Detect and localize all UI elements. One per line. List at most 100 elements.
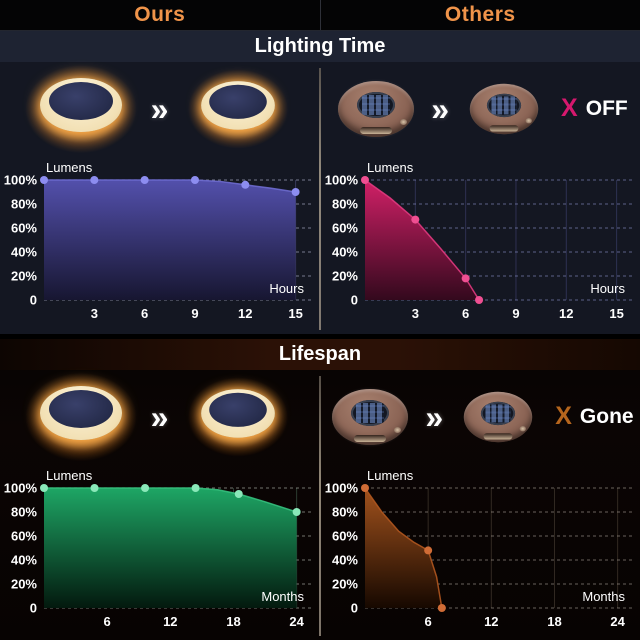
column-header-others: Others bbox=[444, 2, 516, 26]
lighting-time-body: » 100% 80% 60% 40% 20% 0 Lumens Hours 3 6 9 12 15 bbox=[0, 59, 640, 334]
svg-text:15: 15 bbox=[288, 306, 302, 321]
solar-panel bbox=[209, 392, 268, 427]
svg-text:100%: 100% bbox=[324, 480, 358, 495]
others-lifespan-products: » X Gone bbox=[321, 370, 640, 464]
svg-text:12: 12 bbox=[163, 614, 177, 629]
solar-panel bbox=[48, 81, 113, 120]
svg-text:80%: 80% bbox=[331, 504, 357, 519]
solar-panel bbox=[209, 84, 268, 119]
double-chevron-icon: » bbox=[431, 90, 450, 127]
svg-text:Lumens: Lumens bbox=[46, 160, 93, 175]
lighting-time-title: Lighting Time bbox=[0, 30, 640, 62]
svg-text:0: 0 bbox=[350, 600, 357, 615]
our-solar-light-still-on-icon bbox=[182, 372, 295, 461]
svg-text:18: 18 bbox=[547, 614, 561, 629]
svg-text:40%: 40% bbox=[331, 552, 357, 567]
screw bbox=[400, 118, 408, 125]
svg-text:20%: 20% bbox=[10, 576, 36, 591]
solar-panel bbox=[48, 389, 113, 428]
svg-text:Lumens: Lumens bbox=[367, 160, 414, 175]
off-status: X OFF bbox=[561, 96, 628, 121]
ours-lighting-chart: 100% 80% 60% 40% 20% 0 Lumens Hours 3 6 9 12 15 bbox=[3, 160, 312, 321]
svg-text:0: 0 bbox=[29, 600, 36, 615]
light-slot bbox=[354, 434, 387, 442]
solar-panel bbox=[486, 93, 522, 117]
svg-text:Lumens: Lumens bbox=[46, 468, 93, 483]
svg-text:40%: 40% bbox=[10, 244, 36, 259]
light-slot bbox=[360, 126, 393, 134]
svg-text:18: 18 bbox=[226, 614, 240, 629]
lifespan-body: » 100% 80% 60% 40% 20% 0 Lumens Months 6 12 18 24 bbox=[0, 367, 640, 640]
svg-text:80%: 80% bbox=[331, 196, 357, 211]
competitor-light-off-icon bbox=[465, 80, 542, 138]
others-lifespan-column: » X Gone 100% 80% 60% 40% 20% 0 Lumens Months 6 1… bbox=[321, 370, 640, 640]
screw bbox=[519, 425, 527, 432]
svg-text:6: 6 bbox=[141, 306, 148, 321]
svg-text:24: 24 bbox=[289, 614, 304, 629]
screw bbox=[525, 117, 532, 124]
svg-text:Hours: Hours bbox=[269, 281, 304, 296]
double-chevron-icon: » bbox=[150, 398, 169, 435]
svg-text:3: 3 bbox=[411, 306, 418, 321]
svg-text:9: 9 bbox=[191, 306, 198, 321]
svg-text:100%: 100% bbox=[3, 480, 37, 495]
competitor-light-on-icon bbox=[322, 379, 419, 454]
svg-text:Months: Months bbox=[582, 589, 625, 604]
our-solar-light-still-on-icon bbox=[182, 64, 295, 153]
svg-text:60%: 60% bbox=[10, 528, 36, 543]
svg-text:Lumens: Lumens bbox=[367, 468, 414, 483]
svg-text:100%: 100% bbox=[3, 172, 37, 187]
lifespan-section: Lifespan » 100% 80% 60% 40% 20% 0 L bbox=[0, 333, 640, 640]
svg-text:6: 6 bbox=[462, 306, 469, 321]
status-label: OFF bbox=[585, 96, 628, 120]
our-solar-light-on-icon bbox=[18, 367, 143, 466]
header-bar: Ours Others bbox=[0, 0, 640, 31]
svg-text:6: 6 bbox=[424, 614, 431, 629]
lifespan-title: Lifespan bbox=[0, 338, 640, 370]
status-label: Gone bbox=[579, 404, 634, 428]
light-slot bbox=[489, 124, 519, 132]
svg-text:Months: Months bbox=[261, 589, 304, 604]
svg-text:60%: 60% bbox=[10, 220, 36, 235]
svg-text:9: 9 bbox=[512, 306, 519, 321]
svg-text:15: 15 bbox=[609, 306, 623, 321]
gone-status: X Gone bbox=[555, 404, 633, 429]
svg-text:12: 12 bbox=[559, 306, 573, 321]
ours-lifespan-column: » 100% 80% 60% 40% 20% 0 Lumens Months 6 12 18 24 bbox=[0, 367, 319, 640]
svg-text:40%: 40% bbox=[10, 552, 36, 567]
svg-text:3: 3 bbox=[90, 306, 97, 321]
column-divider bbox=[319, 375, 321, 636]
competitor-light-dead-icon bbox=[460, 388, 537, 446]
solar-panel bbox=[481, 401, 516, 426]
solar-panel bbox=[351, 400, 390, 426]
svg-text:40%: 40% bbox=[331, 244, 357, 259]
double-chevron-icon: » bbox=[425, 398, 444, 435]
lighting-time-section: Lighting Time » 100% 80% 60% 40% bbox=[0, 30, 640, 334]
svg-text:Hours: Hours bbox=[590, 281, 625, 296]
x-mark-icon: X bbox=[561, 94, 578, 123]
our-solar-light-on-icon bbox=[18, 59, 143, 158]
others-lifespan-chart: 100% 80% 60% 40% 20% 0 Lumens Months 6 12 18 24 bbox=[324, 468, 633, 629]
svg-text:100%: 100% bbox=[324, 172, 358, 187]
x-mark-icon: X bbox=[555, 402, 572, 431]
screw bbox=[394, 426, 402, 433]
svg-text:12: 12 bbox=[484, 614, 498, 629]
svg-text:0: 0 bbox=[350, 292, 357, 307]
others-lighting-chart: 100% 80% 60% 40% 20% 0 Lumens Hours 3 6 9 12 15 bbox=[324, 160, 633, 321]
light-slot bbox=[483, 433, 513, 440]
svg-text:20%: 20% bbox=[331, 576, 357, 591]
ours-lifespan-products: » bbox=[0, 367, 319, 466]
svg-text:12: 12 bbox=[238, 306, 252, 321]
ours-lifespan-chart: 100% 80% 60% 40% 20% 0 Lumens Months 6 12 18 24 bbox=[3, 468, 312, 629]
column-header-ours: Ours bbox=[134, 2, 186, 26]
solar-panel bbox=[357, 91, 396, 118]
svg-text:60%: 60% bbox=[331, 220, 357, 235]
svg-text:20%: 20% bbox=[10, 268, 36, 283]
svg-text:20%: 20% bbox=[331, 268, 357, 283]
column-divider bbox=[319, 67, 321, 330]
svg-text:6: 6 bbox=[103, 614, 110, 629]
svg-text:80%: 80% bbox=[10, 504, 36, 519]
svg-text:60%: 60% bbox=[331, 528, 357, 543]
others-lighting-column: » X OFF 100% 80% 60% 40% 20% 0 Lumens Hours 3 6 9 1… bbox=[321, 62, 640, 334]
